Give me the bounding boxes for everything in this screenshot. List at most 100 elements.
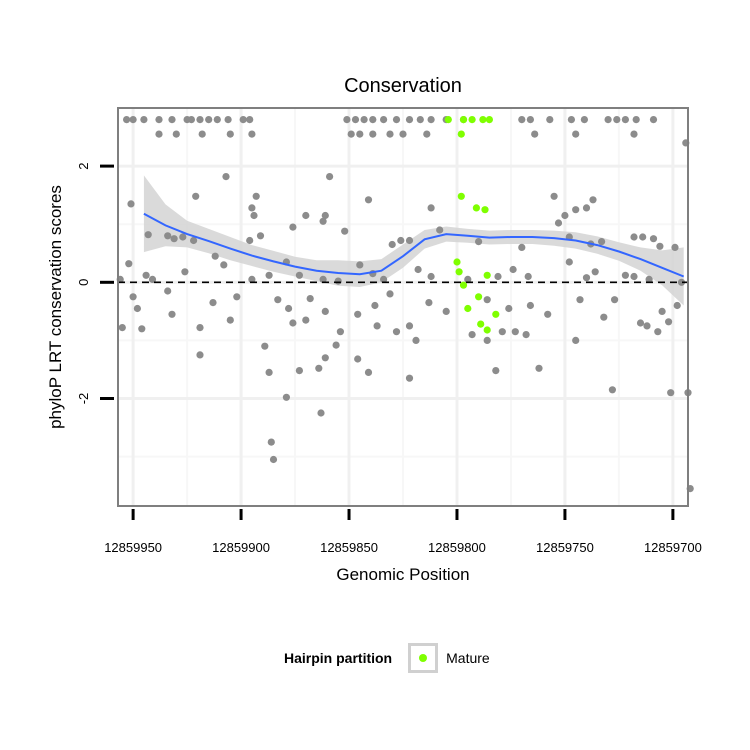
- other-point: [364, 196, 373, 204]
- other-point: [285, 304, 293, 313]
- mature-point: [468, 116, 476, 124]
- other-point: [546, 116, 554, 124]
- other-point: [317, 409, 325, 417]
- other-point: [360, 116, 368, 124]
- other-point: [269, 455, 278, 464]
- other-point: [416, 116, 424, 124]
- x-tick-label: 12859900: [212, 540, 270, 555]
- other-point: [138, 325, 146, 333]
- other-point: [289, 223, 297, 231]
- other-point: [319, 217, 327, 225]
- data-points: [116, 116, 694, 493]
- y-axis-title: phyloP LRT conservation scores: [46, 185, 65, 429]
- mature-point: [475, 293, 483, 301]
- legend-title: Hairpin partition: [284, 650, 393, 666]
- other-point: [414, 265, 422, 274]
- confidence-band: [143, 175, 684, 306]
- mature-point: [444, 116, 452, 124]
- other-point: [405, 322, 414, 330]
- other-point: [118, 324, 126, 332]
- other-point: [494, 272, 502, 281]
- other-point: [518, 243, 526, 251]
- other-point: [265, 368, 273, 376]
- other-point: [636, 319, 645, 327]
- other-point: [302, 211, 310, 220]
- other-point: [621, 271, 630, 279]
- other-point: [630, 130, 638, 138]
- other-point: [535, 364, 543, 372]
- other-point: [423, 130, 431, 138]
- other-point: [392, 116, 401, 124]
- other-point: [505, 304, 513, 313]
- mature-point: [485, 116, 493, 124]
- mature-point: [457, 192, 465, 200]
- other-point: [209, 299, 217, 307]
- other-point: [356, 130, 364, 138]
- other-point: [656, 242, 664, 250]
- other-point: [671, 243, 679, 251]
- other-point: [295, 367, 303, 375]
- other-point: [464, 275, 472, 283]
- other-point: [213, 116, 221, 124]
- other-point: [388, 240, 396, 249]
- other-point: [475, 238, 483, 246]
- other-point: [226, 130, 234, 138]
- other-point: [649, 235, 658, 243]
- other-point: [326, 173, 334, 181]
- other-point: [354, 310, 362, 318]
- other-point: [591, 268, 599, 276]
- other-point: [436, 226, 444, 234]
- other-point: [598, 238, 606, 246]
- other-point: [531, 130, 539, 138]
- other-point: [198, 130, 206, 138]
- other-point: [155, 116, 163, 124]
- other-point: [630, 272, 638, 281]
- other-point: [181, 268, 189, 276]
- other-point: [248, 275, 256, 283]
- y-tick-label: -2: [76, 393, 91, 405]
- x-tick-label: 12859850: [320, 540, 378, 555]
- other-point: [399, 130, 407, 138]
- other-point: [509, 265, 517, 274]
- mature-point: [481, 206, 489, 214]
- other-point: [282, 393, 290, 401]
- other-point: [658, 307, 666, 315]
- other-point: [196, 324, 204, 332]
- other-point: [196, 116, 204, 124]
- mature-point: [464, 304, 472, 313]
- other-point: [321, 211, 329, 220]
- other-point: [148, 275, 157, 283]
- other-point: [164, 232, 172, 240]
- other-point: [239, 116, 247, 124]
- other-point: [196, 351, 204, 359]
- other-point: [295, 271, 303, 279]
- other-point: [397, 236, 405, 245]
- other-point: [211, 252, 219, 260]
- other-point: [565, 258, 573, 266]
- y-tick-label: 2: [76, 162, 91, 169]
- other-point: [267, 438, 275, 446]
- other-point: [205, 116, 213, 124]
- other-point: [511, 328, 519, 336]
- other-point: [133, 304, 141, 313]
- other-point: [343, 116, 351, 124]
- other-point: [369, 116, 377, 124]
- other-point: [302, 316, 310, 324]
- mature-point: [453, 258, 461, 266]
- other-point: [524, 272, 532, 281]
- chart-title: Conservation: [344, 75, 462, 97]
- plot-panel: [118, 108, 688, 506]
- other-point: [600, 313, 608, 321]
- other-point: [561, 211, 569, 220]
- other-point: [250, 211, 258, 220]
- other-point: [354, 355, 362, 363]
- other-point: [164, 287, 172, 295]
- other-point: [373, 322, 381, 330]
- x-tick-label: 12859800: [428, 540, 486, 555]
- other-point: [405, 236, 414, 245]
- other-point: [125, 260, 133, 268]
- other-point: [677, 278, 686, 286]
- other-point: [392, 328, 401, 336]
- mature-point: [483, 326, 491, 334]
- other-point: [427, 272, 435, 281]
